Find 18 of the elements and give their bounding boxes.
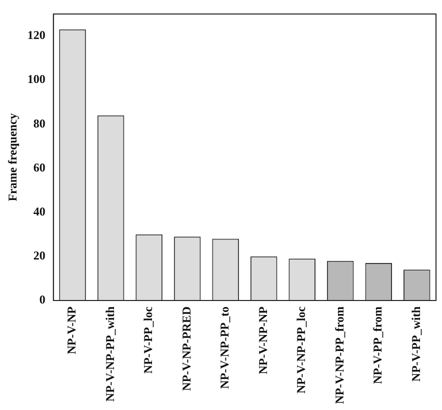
x-tick-label: NP-V-NP-NP xyxy=(256,306,270,374)
y-tick-label: 20 xyxy=(33,248,46,262)
y-tick-label: 80 xyxy=(33,116,46,130)
y-tick-label: 120 xyxy=(27,28,46,42)
y-axis-title: Frame frequency xyxy=(5,113,20,202)
y-tick-label: 40 xyxy=(33,204,46,218)
x-tick-label: NP-V-NP-PP_loc xyxy=(294,306,308,394)
y-tick-label: 100 xyxy=(27,72,46,86)
x-tick-label: NP-V-PP_with xyxy=(408,306,423,382)
x-tick-label: NP-V-NP xyxy=(64,306,79,354)
x-tick-label: NP-V-NP-PP_from xyxy=(332,306,346,404)
y-tick-label: 0 xyxy=(39,292,46,307)
y-tick-label: 60 xyxy=(33,160,46,174)
x-tick-label: NP-V-NP-PP_to xyxy=(218,306,232,389)
x-tick-label: NP-V-NP-PRED xyxy=(179,306,194,391)
x-tick-label: NP-V-NP-PP_with xyxy=(102,306,117,402)
x-tick-label: NP-V-PP_loc xyxy=(141,306,156,374)
x-tick-label: NP-V-PP_from xyxy=(370,306,385,384)
